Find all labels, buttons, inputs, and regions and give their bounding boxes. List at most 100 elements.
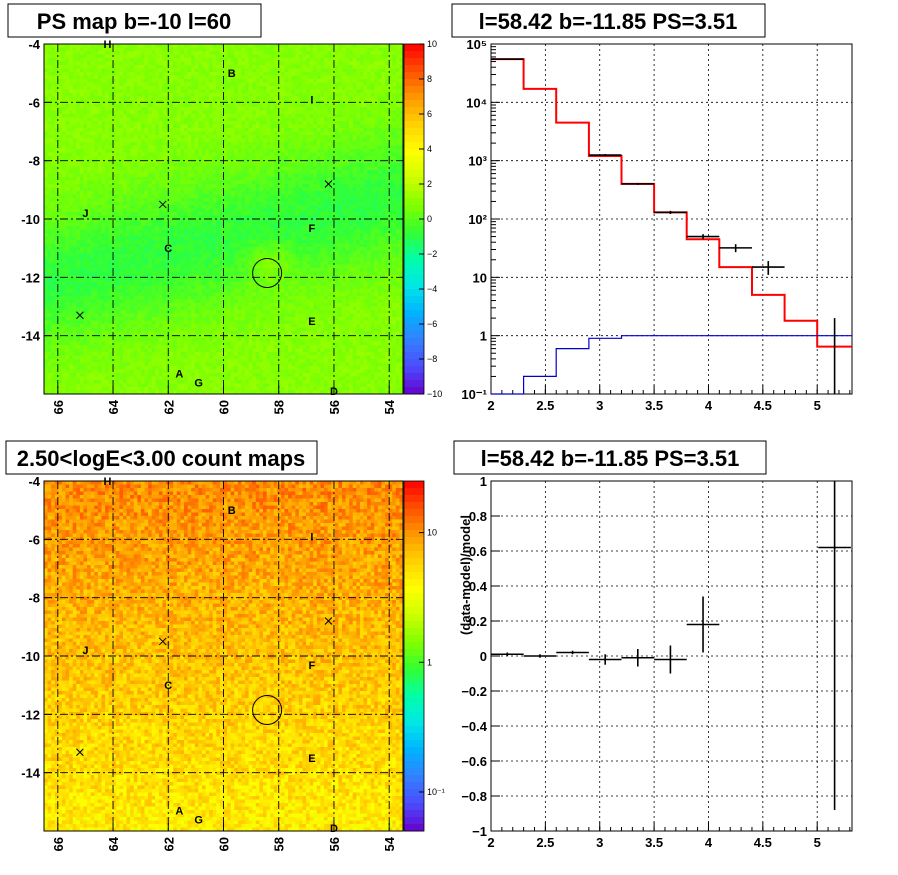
ps-map-cell: [137, 208, 142, 213]
ps-map-cell: [94, 194, 99, 199]
ps-map-cell: [115, 47, 120, 52]
ps-map-cell: [133, 131, 138, 136]
ps-map-cell: [385, 61, 390, 66]
ps-map-cell: [126, 47, 131, 52]
ps-map-cell: [151, 117, 156, 122]
ps-map-cell: [187, 124, 192, 129]
ps-map-cell: [385, 184, 390, 188]
ps-map-cell: [112, 184, 117, 188]
ps-map-cell: [291, 180, 296, 185]
ps-map-cell: [223, 156, 228, 160]
ps-map-cell: [94, 124, 99, 129]
ps-map-cell: [356, 156, 361, 160]
ps-map-cell: [162, 159, 167, 164]
ps-map-cell: [54, 107, 59, 111]
ps-map-cell: [352, 44, 357, 48]
ps-map-cell: [140, 194, 145, 199]
ps-map-cell: [76, 107, 81, 111]
ps-map-cell: [363, 75, 368, 80]
ps-map-cell: [47, 58, 52, 62]
ps-map-cell: [162, 135, 167, 139]
ps-map-cell: [158, 138, 163, 143]
ps-map-cell: [363, 152, 368, 157]
ps-map-cell: [374, 159, 379, 164]
ps-map-cell: [230, 54, 235, 59]
ps-map-cell: [352, 212, 357, 216]
ps-map-cell: [61, 208, 66, 213]
ps-map-cell: [356, 152, 361, 157]
ps-map-cell: [223, 121, 228, 125]
ps-map-cell: [291, 93, 296, 97]
ps-map-cell: [94, 96, 99, 101]
ps-map-cell: [273, 110, 278, 115]
ps-map-cell: [54, 170, 59, 174]
ps-map-cell: [130, 191, 135, 195]
ps-map-cell: [334, 166, 339, 171]
ps-map-cell: [338, 128, 343, 132]
ps-map-cell: [370, 166, 375, 171]
ps-map-cell: [79, 124, 84, 129]
ps-map-cell: [230, 93, 235, 97]
ps-map-cell: [180, 201, 185, 206]
ps-map-cell: [140, 163, 145, 167]
ps-map-cell: [234, 170, 239, 174]
ps-map-cell: [44, 86, 48, 90]
ps-map-cell: [359, 44, 364, 48]
ps-map-cell: [126, 96, 131, 101]
ps-map-cell: [288, 191, 293, 195]
ps-map-cell: [331, 187, 336, 192]
ps-map-cell: [327, 89, 332, 94]
ps-map-cell: [122, 51, 127, 55]
ps-map-cell: [140, 93, 145, 97]
ps-map-cell: [126, 51, 131, 55]
ps-map-cell: [309, 103, 314, 108]
ps-map-cell: [288, 201, 293, 206]
ps-map-cell: [255, 205, 260, 209]
ps-map-cell: [194, 142, 199, 146]
ps-map-cell: [338, 191, 343, 195]
ps-map-cell: [184, 103, 188, 108]
ps-map-cell: [345, 44, 350, 48]
ps-map-cell: [144, 96, 149, 101]
ps-map-cell: [230, 177, 235, 181]
ps-map-cell: [302, 208, 307, 213]
ps-map-cell: [230, 58, 235, 62]
ps-map-cell: [72, 86, 77, 90]
ps-map-cell: [162, 177, 167, 181]
ps-map-cell: [381, 72, 386, 76]
ps-map-cell: [119, 44, 124, 48]
ps-map-cell: [216, 173, 221, 178]
ps-map-cell: [140, 51, 145, 55]
ps-map-cell: [341, 124, 346, 129]
ps-map-cell: [44, 58, 48, 62]
ps-map-cell: [87, 149, 92, 153]
ps-map-cell: [176, 82, 181, 87]
ps-map-cell: [309, 51, 314, 55]
ps-map-cell: [180, 208, 185, 213]
ps-map-cell: [115, 44, 120, 48]
ps-map-cell: [90, 198, 95, 202]
ps-map-cell: [367, 194, 372, 199]
ps-map-cell: [356, 159, 361, 164]
ps-map-cell: [313, 198, 318, 202]
ps-map-cell: [65, 131, 70, 136]
ps-map-cell: [316, 72, 321, 76]
ps-map-cell: [162, 170, 167, 174]
ps-map-cell: [87, 114, 92, 118]
ps-map-cell: [176, 114, 181, 118]
ps-map-cell: [280, 163, 285, 167]
ps-map-cell: [184, 61, 188, 66]
ps-map-cell: [94, 103, 99, 108]
ps-map-cell: [119, 163, 124, 167]
ps-map-cell: [112, 215, 117, 220]
ps-map-cell: [144, 65, 149, 69]
ps-map-cell: [377, 212, 382, 216]
ps-map-cell: [105, 166, 110, 171]
ps-map-cell: [288, 212, 293, 216]
ps-map-cell: [331, 156, 336, 160]
ps-map-cell: [345, 96, 350, 101]
ps-map-cell: [126, 121, 131, 125]
ps-map-cell: [316, 131, 321, 136]
ps-map-cell: [381, 51, 386, 55]
ps-map-cell: [122, 114, 127, 118]
